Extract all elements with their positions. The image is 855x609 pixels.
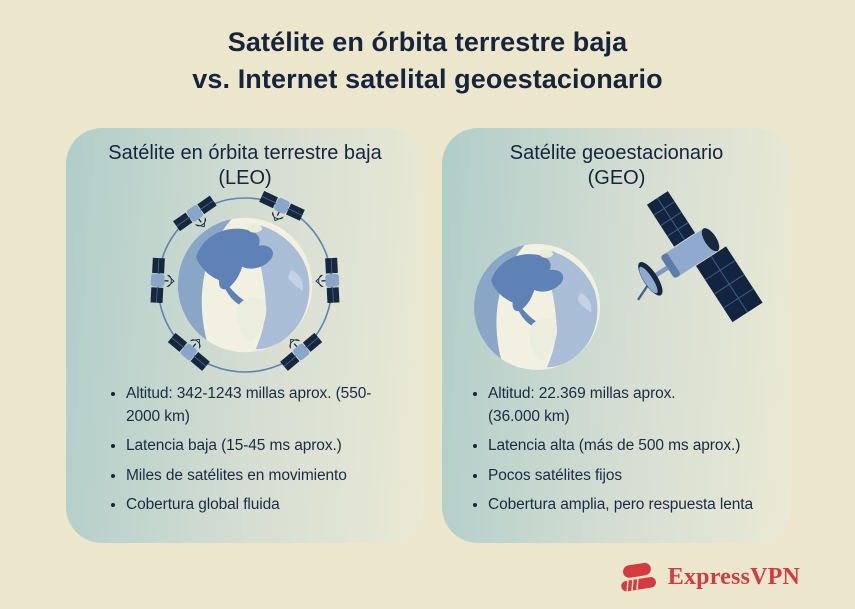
leo-satellite-icon	[167, 332, 210, 371]
list-item: Altitud: 22.369 millas aprox. (36.000 km…	[488, 383, 760, 428]
leo-globe	[177, 217, 313, 353]
geo-card: Satélite geoestacionario (GEO)	[442, 128, 791, 543]
page-title: Satélite en órbita terrestre baja vs. In…	[0, 24, 855, 98]
geo-feature-list: Altitud: 22.369 millas aprox. (36.000 km…	[442, 383, 760, 517]
leo-card: Satélite en órbita terrestre baja (LEO)	[66, 128, 424, 543]
leo-card-title-line-1: Satélite en órbita terrestre baja	[108, 142, 382, 164]
list-item: Cobertura global fluida	[126, 494, 396, 517]
leo-card-title: Satélite en órbita terrestre baja (LEO)	[66, 141, 424, 191]
leo-satellite-icon	[173, 195, 217, 232]
geo-satellite-illustration	[473, 191, 763, 370]
leo-orbit-illustration	[150, 191, 340, 373]
list-item: Miles de satélites en movimiento	[126, 465, 396, 488]
geo-card-title: Satélite geoestacionario (GEO)	[442, 141, 791, 191]
leo-satellite-icon	[315, 257, 340, 304]
list-item: Latencia baja (15-45 ms aprox.)	[126, 435, 396, 458]
brand-name: ExpressVPN	[667, 563, 800, 590]
list-item: Pocos satélites fijos	[488, 465, 760, 488]
page-title-line-1: Satélite en órbita terrestre baja	[227, 27, 628, 57]
geo-card-title-line-2: (GEO)	[587, 167, 646, 189]
geo-card-title-line-1: Satélite geoestacionario	[509, 142, 724, 164]
leo-feature-list: Altitud: 342-1243 millas aprox. (550-200…	[66, 383, 396, 517]
brand-footer: ExpressVPN	[617, 558, 800, 596]
expressvpn-logomark-icon	[621, 562, 656, 592]
leo-satellite-icon	[150, 257, 175, 304]
comparison-cards: Satélite en órbita terrestre baja (LEO)	[66, 128, 791, 543]
leo-satellite-icon	[259, 191, 305, 222]
page-title-line-2: vs. Internet satelital geoestacionario	[192, 64, 663, 94]
geo-satellite-icon	[636, 191, 763, 323]
leo-satellite-icon	[280, 332, 323, 371]
geo-globe	[473, 244, 600, 370]
list-item: Latencia alta (más de 500 ms aprox.)	[488, 435, 760, 458]
list-item: Cobertura amplia, pero respuesta lenta	[488, 494, 760, 517]
list-item: Altitud: 342-1243 millas aprox. (550-200…	[126, 383, 396, 428]
leo-card-title-line-2: (LEO)	[218, 167, 272, 189]
